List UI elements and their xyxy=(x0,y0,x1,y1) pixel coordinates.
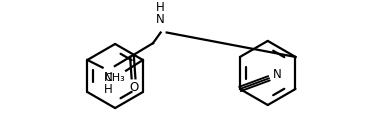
Text: O: O xyxy=(129,81,138,94)
Text: N: N xyxy=(273,68,281,81)
Text: N
H: N H xyxy=(104,71,113,96)
Text: CH₃: CH₃ xyxy=(105,73,125,83)
Text: H
N: H N xyxy=(156,1,165,26)
